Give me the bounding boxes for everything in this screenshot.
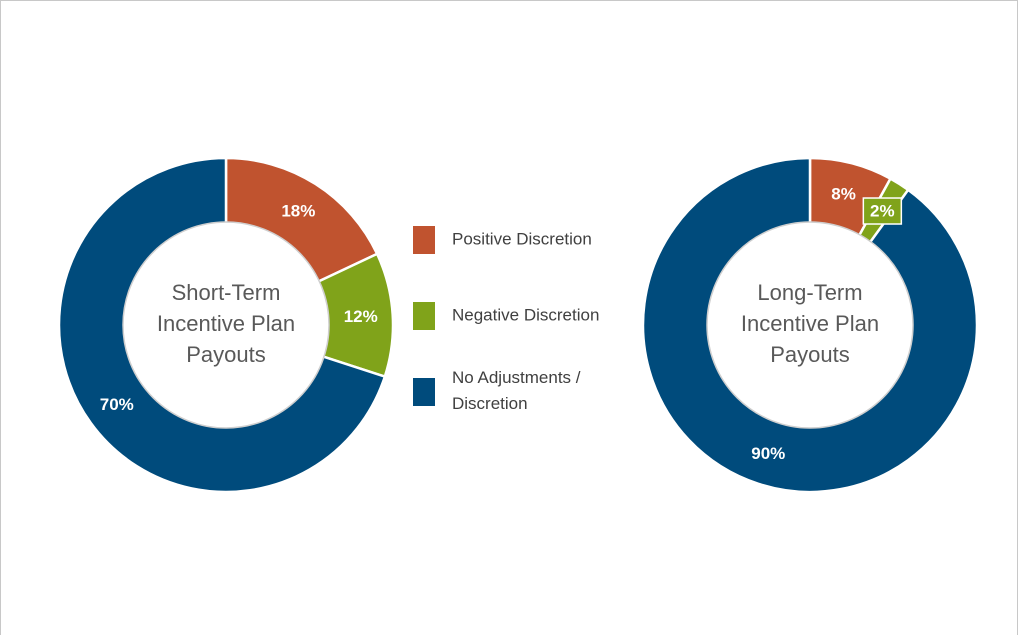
legend-swatch <box>413 302 435 330</box>
legend-line: No Adjustments / <box>452 368 581 387</box>
donut-hole <box>706 221 914 429</box>
data-label: 70% <box>100 395 134 414</box>
data-label: 8% <box>831 185 856 204</box>
legend-label: Negative Discretion <box>452 305 599 324</box>
data-label: 18% <box>281 202 315 221</box>
data-label: 2% <box>870 202 895 221</box>
data-label: 12% <box>344 307 378 326</box>
center-title: Incentive Plan <box>741 311 879 336</box>
center-title: Payouts <box>186 342 266 367</box>
center-title: Incentive Plan <box>157 311 295 336</box>
data-label: 90% <box>751 444 785 463</box>
donut-hole <box>122 221 330 429</box>
label-box <box>862 197 903 225</box>
legend-swatch <box>413 378 435 406</box>
legend-label: No Adjustments / Discretion <box>452 368 581 413</box>
center-title: Short-Term <box>172 280 281 305</box>
legend-swatch <box>413 226 435 254</box>
legend-label: Positive Discretion <box>452 229 592 248</box>
legend-line: Discretion <box>452 394 528 413</box>
center-title: Payouts <box>770 342 850 367</box>
center-title: Long-Term <box>757 280 862 305</box>
